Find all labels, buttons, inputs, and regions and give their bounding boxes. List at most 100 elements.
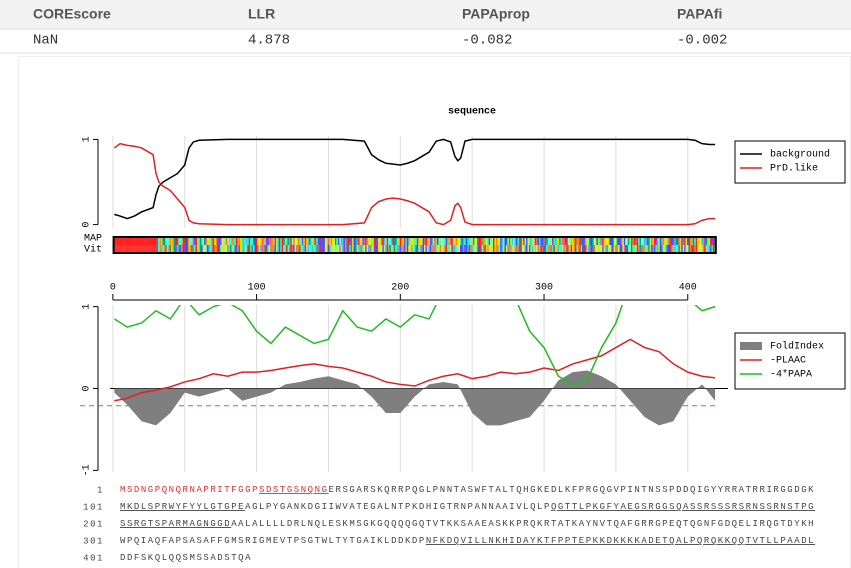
track-cell xyxy=(284,245,287,253)
track-cell xyxy=(523,237,525,245)
track-cell xyxy=(577,237,580,245)
track-cell xyxy=(600,237,603,245)
track-cell xyxy=(685,245,688,253)
track-cell xyxy=(142,237,144,245)
track-cell xyxy=(560,245,563,253)
track-cell xyxy=(593,245,596,253)
sequence-segment: WPQIAQFAPSASAFFGMSRIGMEVTPSGTWLTYTGAIKLD… xyxy=(120,536,426,546)
track-cell xyxy=(405,237,407,245)
track-cell xyxy=(484,237,487,245)
track-cell xyxy=(152,245,155,253)
track-cell xyxy=(464,237,466,245)
track-cell xyxy=(596,245,599,253)
track-cell xyxy=(569,237,571,245)
track-cell xyxy=(528,245,531,253)
track-cell xyxy=(228,237,231,245)
track-cell xyxy=(710,237,712,245)
track-cell xyxy=(599,237,602,245)
track-label: Vit xyxy=(84,244,102,256)
x-tick-label: 300 xyxy=(535,283,553,294)
track-cell xyxy=(436,237,439,245)
track-cell xyxy=(367,245,370,253)
track-cell xyxy=(409,237,412,245)
track-cell xyxy=(623,237,626,245)
track-cell xyxy=(290,245,293,253)
track-cell xyxy=(628,237,630,245)
track-cell xyxy=(685,237,688,245)
track-cell xyxy=(268,245,271,253)
track-cell xyxy=(661,245,663,253)
sequence-line: DDFSKQLQQSMSSADSTQA xyxy=(120,553,252,563)
track-cell xyxy=(277,237,280,245)
track-cell xyxy=(396,245,399,253)
track-cell xyxy=(321,245,324,253)
track-cell xyxy=(396,237,399,245)
track-cell xyxy=(343,237,346,245)
track-cell xyxy=(238,237,241,245)
track-cell xyxy=(274,237,277,245)
track-cell xyxy=(258,245,261,253)
track-cell xyxy=(497,237,499,245)
track-cell xyxy=(352,237,354,245)
track-cell xyxy=(244,245,247,253)
track-cell xyxy=(482,237,485,245)
track-cell xyxy=(454,245,456,253)
track-cell xyxy=(162,245,165,253)
track-cell xyxy=(622,245,625,253)
track-cell xyxy=(388,237,390,245)
sequence-number: 401 xyxy=(83,553,104,563)
track-cell xyxy=(293,245,295,253)
track-cell xyxy=(711,237,714,245)
track-cell xyxy=(188,245,190,253)
track-cell xyxy=(191,237,193,245)
track-cell xyxy=(517,237,520,245)
track-cell xyxy=(533,237,535,245)
track-cell xyxy=(344,237,347,245)
track-cell xyxy=(413,245,416,253)
track-cell xyxy=(242,237,245,245)
track-cell xyxy=(176,237,179,245)
track-cell xyxy=(224,245,226,253)
track-cell xyxy=(452,245,455,253)
track-cell xyxy=(534,237,537,245)
track-cell xyxy=(711,245,714,253)
track-cell xyxy=(399,245,402,253)
track-cell xyxy=(656,237,659,245)
track-cell xyxy=(543,245,545,253)
track-cell xyxy=(613,245,616,253)
track-cell xyxy=(179,237,182,245)
track-cell xyxy=(547,245,550,253)
track-cell xyxy=(495,245,498,253)
track-cell xyxy=(678,237,681,245)
track-cell xyxy=(127,237,130,245)
track-cell xyxy=(679,237,682,245)
legend-label: -PLAAC xyxy=(770,356,806,367)
track-cell xyxy=(626,245,629,253)
track-cell xyxy=(349,245,351,253)
track-cell xyxy=(214,245,216,253)
track-cell xyxy=(695,237,698,245)
track-cell xyxy=(224,237,226,245)
track-cell xyxy=(523,245,525,253)
track-cell xyxy=(554,245,557,253)
track-cell xyxy=(441,245,443,253)
table-header-bg xyxy=(0,0,851,29)
track-cell xyxy=(153,245,156,253)
track-cell xyxy=(149,245,152,253)
track-cell xyxy=(664,245,666,253)
track-cell xyxy=(643,237,646,245)
table-cell: -0.082 xyxy=(462,33,512,49)
track-cell xyxy=(405,245,407,253)
track-cell xyxy=(373,237,376,245)
track-cell xyxy=(271,245,274,253)
track-cell xyxy=(281,237,284,245)
track-cell xyxy=(526,245,528,253)
track-cell xyxy=(497,245,499,253)
track-cell xyxy=(301,237,304,245)
track-cell xyxy=(146,245,149,253)
track-cell xyxy=(286,237,288,245)
track-cell xyxy=(556,245,558,253)
track-cell xyxy=(549,245,551,253)
sequence-line: MKDLSPRWYFYYLGTGPEAGLPYGANKDGIIWVATEGALN… xyxy=(120,502,815,512)
track-cell xyxy=(385,245,387,253)
